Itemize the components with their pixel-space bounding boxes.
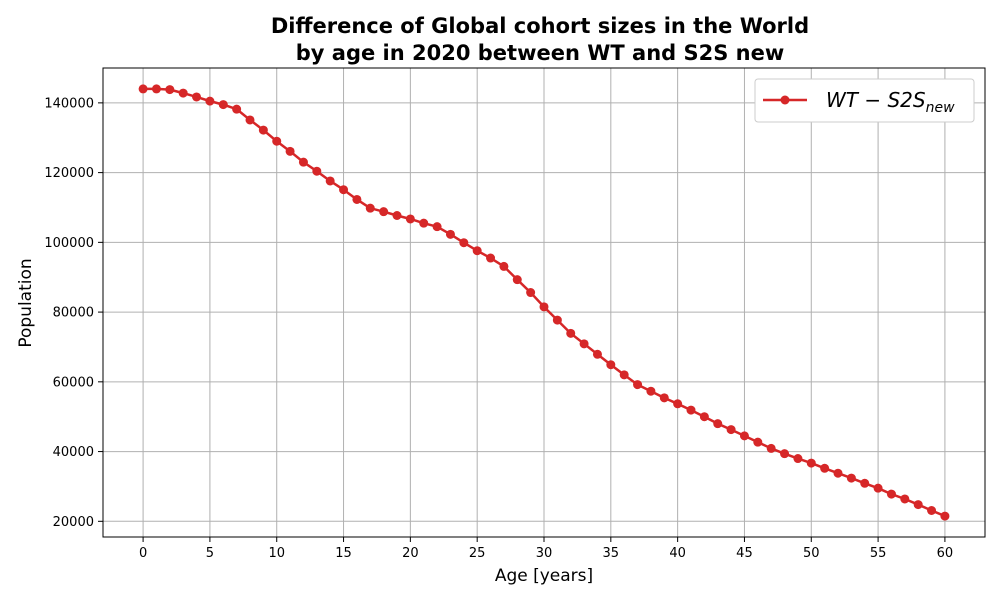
data-point xyxy=(900,494,910,504)
x-axis-label: Age [years] xyxy=(495,566,593,586)
data-point xyxy=(445,229,455,239)
plot-series xyxy=(138,84,950,521)
data-point xyxy=(486,253,496,263)
data-point xyxy=(218,100,228,110)
data-point xyxy=(539,302,549,312)
y-tick-label: 20000 xyxy=(53,515,94,530)
data-point xyxy=(713,419,723,429)
data-point xyxy=(165,85,175,95)
data-point xyxy=(459,238,469,248)
data-point xyxy=(352,194,362,204)
data-point xyxy=(138,84,148,94)
data-point xyxy=(646,386,656,396)
data-point xyxy=(325,176,335,186)
data-point xyxy=(860,478,870,488)
data-point xyxy=(245,115,255,125)
x-tick-label: 40 xyxy=(669,546,686,561)
data-point xyxy=(232,104,242,114)
x-ticks: 0 5 10 15 20 25 30 35 40 45 50 55 60 xyxy=(139,537,953,561)
x-tick-label: 45 xyxy=(736,546,753,561)
x-tick-label: 35 xyxy=(603,546,620,561)
data-point xyxy=(927,505,937,515)
chart-title-line-2: by age in 2020 between WT and S2S new xyxy=(296,41,785,65)
x-tick-label: 5 xyxy=(206,546,214,561)
data-point xyxy=(192,92,202,102)
data-point xyxy=(392,210,402,220)
data-point xyxy=(873,483,883,493)
data-point xyxy=(833,468,843,478)
legend-series-subscript: new xyxy=(926,100,955,116)
data-point xyxy=(940,511,950,521)
data-point xyxy=(552,315,562,325)
data-point xyxy=(151,84,161,94)
data-point xyxy=(272,136,282,146)
legend: WT − S2Snew xyxy=(754,78,975,123)
y-tick-label: 40000 xyxy=(53,445,94,460)
data-point xyxy=(339,185,349,195)
y-tick-label: 120000 xyxy=(44,166,94,181)
data-point xyxy=(526,288,536,298)
data-point xyxy=(419,218,429,228)
data-point xyxy=(820,463,830,473)
data-point xyxy=(913,500,923,510)
data-point xyxy=(686,405,696,415)
data-point xyxy=(793,454,803,464)
data-point xyxy=(472,246,482,256)
data-point xyxy=(499,261,509,271)
data-point xyxy=(365,203,375,213)
data-point xyxy=(619,370,629,380)
data-point xyxy=(592,349,602,359)
data-point xyxy=(312,166,322,176)
y-ticks: 20000 40000 60000 80000 100000 120000 140000 xyxy=(44,96,103,530)
x-tick-label: 20 xyxy=(402,546,419,561)
x-tick-label: 15 xyxy=(335,546,352,561)
data-point xyxy=(633,380,643,390)
data-point xyxy=(846,473,856,483)
data-point xyxy=(659,393,669,403)
y-tick-label: 100000 xyxy=(44,236,94,251)
data-point xyxy=(606,360,616,370)
data-point xyxy=(258,125,268,135)
data-point xyxy=(673,399,683,409)
data-point xyxy=(566,328,576,338)
legend-entry: WT − S2Snew xyxy=(826,88,955,116)
data-point xyxy=(285,146,295,156)
data-point xyxy=(579,339,589,349)
legend-series-name: WT − S2S xyxy=(826,88,926,112)
data-point xyxy=(766,443,776,453)
data-point xyxy=(699,412,709,422)
data-point xyxy=(512,275,522,285)
data-point xyxy=(726,425,736,435)
x-tick-label: 10 xyxy=(268,546,285,561)
x-tick-label: 0 xyxy=(139,546,147,561)
legend-box xyxy=(754,78,975,123)
data-point xyxy=(753,437,763,447)
data-point xyxy=(886,489,896,499)
x-tick-label: 30 xyxy=(536,546,553,561)
data-point xyxy=(205,96,215,106)
chart-title-line-1: Difference of Global cohort sizes in the… xyxy=(271,14,809,38)
data-point xyxy=(739,431,749,441)
data-point xyxy=(780,449,790,459)
data-point xyxy=(298,157,308,167)
data-point xyxy=(432,222,442,232)
data-point xyxy=(806,458,816,468)
x-tick-label: 60 xyxy=(937,546,954,561)
x-tick-label: 25 xyxy=(469,546,486,561)
data-point xyxy=(178,88,188,98)
y-tick-label: 60000 xyxy=(53,375,94,390)
data-point xyxy=(379,207,389,217)
data-point xyxy=(405,214,415,224)
y-tick-label: 80000 xyxy=(53,306,94,321)
y-axis-label: Population xyxy=(16,258,36,347)
y-tick-label: 140000 xyxy=(44,96,94,111)
x-tick-label: 55 xyxy=(870,546,887,561)
legend-point-marker xyxy=(780,95,790,105)
x-tick-label: 50 xyxy=(803,546,820,561)
